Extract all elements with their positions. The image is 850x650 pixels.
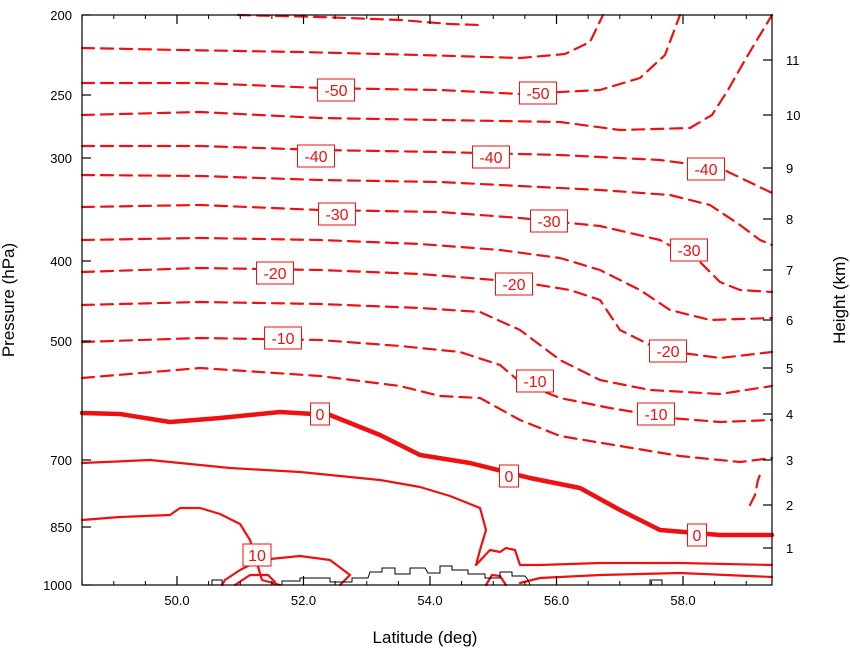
svg-text:0: 0 [316, 407, 325, 424]
contour-minus40 [80, 144, 774, 195]
contour-label: -50 [519, 81, 557, 105]
svg-text:-10: -10 [644, 407, 667, 424]
contour-label: 0 [687, 523, 707, 547]
y-left-tick-label: 400 [50, 254, 72, 269]
contour-label: -40 [687, 157, 725, 181]
y-right-tick-label: 6 [786, 313, 793, 328]
svg-text:-30: -30 [537, 214, 560, 231]
svg-text:-40: -40 [479, 150, 502, 167]
contour-zero [79, 409, 775, 538]
contour-label: -10 [264, 326, 302, 350]
x-axis-label: Latitude (deg) [373, 628, 478, 647]
y-right-tick-label: 8 [786, 212, 793, 227]
y-left-tick-label: 300 [50, 151, 72, 166]
svg-text:-30: -30 [325, 207, 348, 224]
y-left-tick-label: 250 [50, 88, 72, 103]
terrain-path [211, 565, 663, 586]
plot-border [81, 14, 773, 586]
contour-label: -40 [472, 145, 510, 169]
contour-minus5 [80, 366, 774, 464]
contour-label: -30 [530, 209, 568, 233]
x-tick-label: 58.0 [670, 593, 695, 608]
y-right-tick-label: 5 [786, 361, 793, 376]
x-tick-label: 54.0 [417, 593, 442, 608]
svg-text:-10: -10 [523, 374, 546, 391]
svg-text:-30: -30 [677, 243, 700, 260]
svg-text:-10: -10 [271, 331, 294, 348]
y-left-tick-label: 500 [50, 334, 72, 349]
contour-minus45 [80, 13, 774, 132]
y-left-tick-label: 200 [50, 8, 72, 23]
contour-label: -10 [516, 369, 554, 393]
y-right-tick-label: 10 [786, 108, 800, 123]
contour-minus25 [80, 236, 774, 322]
y-axis-label-right: Height (km) [830, 256, 849, 344]
svg-text:-20: -20 [656, 344, 679, 361]
svg-text:-20: -20 [502, 277, 525, 294]
y-left-tick-label: 700 [50, 453, 72, 468]
contour-label: -20 [649, 339, 687, 363]
terrain-outline [211, 565, 663, 586]
x-tick-label: 52.0 [291, 593, 316, 608]
contour-minus55 [236, 13, 482, 27]
contour-label: -20 [256, 261, 294, 285]
contour-label: -30 [670, 238, 708, 262]
y-right-tick-label: 4 [786, 407, 793, 422]
y-right-tick-label: 11 [786, 53, 800, 68]
contour-plus10-d [518, 571, 774, 585]
y-right-tick-label: 1 [786, 541, 793, 556]
contour-small-right [748, 468, 764, 507]
y-left-tick-label: 1000 [43, 578, 72, 593]
contour-minus15 [80, 300, 774, 396]
axis-ticks: 50.0 52.0 54.0 56.0 58.020025030040050070085… [43, 8, 800, 608]
contour-label: 0 [499, 464, 519, 488]
contour-label: 0 [310, 402, 330, 426]
svg-text:-40: -40 [694, 162, 717, 179]
svg-text:10: 10 [248, 548, 266, 565]
y-right-tick-label: 2 [786, 498, 793, 513]
contour-minus50-b [80, 13, 682, 96]
contour-label: -30 [318, 202, 356, 226]
contour-label: -10 [637, 402, 675, 426]
contour-label: 10 [242, 543, 272, 567]
contour-label: -20 [495, 272, 533, 296]
svg-text:-50: -50 [324, 83, 347, 100]
contour-minus50-a [80, 13, 605, 60]
svg-text:0: 0 [693, 528, 702, 545]
contour-plus10-b [220, 554, 352, 587]
contour-plus5 [80, 458, 774, 567]
contour-labels: -50 -50 -40 -40 -40 -30 -30 -30 -20 -20 -20 -10 -10 -… [242, 78, 725, 567]
y-left-tick-label: 850 [50, 520, 72, 535]
contour-minus30 [80, 203, 774, 294]
svg-text:-40: -40 [304, 149, 327, 166]
contour-label: -40 [297, 144, 335, 168]
svg-text:-20: -20 [263, 266, 286, 283]
contour-plus15 [233, 573, 277, 587]
plot-frame [81, 14, 773, 586]
x-tick-label: 50.0 [164, 593, 189, 608]
contour-plus10-c [484, 573, 508, 587]
contour-label: -50 [317, 78, 355, 102]
contour-minus35 [80, 173, 774, 247]
y-right-tick-label: 7 [786, 263, 793, 278]
svg-text:0: 0 [505, 469, 514, 486]
x-tick-label: 56.0 [544, 593, 569, 608]
contour-lines [79, 13, 775, 587]
svg-text:-50: -50 [526, 86, 549, 103]
y-right-tick-label: 9 [786, 161, 793, 176]
y-right-tick-label: 3 [786, 453, 793, 468]
contour-plus10 [80, 506, 282, 587]
y-axis-label-left: Pressure (hPa) [0, 243, 18, 357]
